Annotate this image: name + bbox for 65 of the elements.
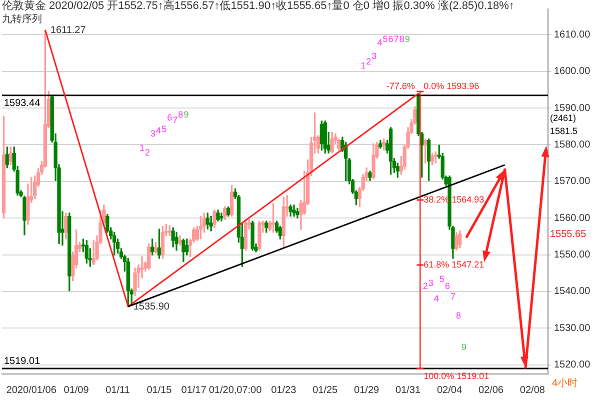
y-tick-label: 1520.00 xyxy=(554,360,591,371)
annotation: 7 xyxy=(450,291,456,302)
x-tick-label: 01/25 xyxy=(312,384,338,396)
x-tick-label: 02/08 xyxy=(520,384,546,396)
annotation: 4 xyxy=(377,38,382,48)
annotation: 7 xyxy=(172,114,178,125)
annotation: 8 xyxy=(178,110,184,120)
annotation: 61.8% 1547.21 xyxy=(424,259,484,270)
annotation: 1535.90 xyxy=(133,301,170,312)
x-tick-label: 01/31 xyxy=(396,384,421,396)
annotation: 6 xyxy=(444,280,450,291)
annotation: 2 xyxy=(366,56,372,67)
y-tick-label: 1580.00 xyxy=(554,139,591,150)
x-tick-label: 2020/01/06 xyxy=(6,384,57,396)
text: 九转序列 xyxy=(2,14,42,26)
annotation: 6 xyxy=(388,34,394,44)
annotation: 8 xyxy=(456,310,462,321)
candlestick xyxy=(209,216,213,232)
annotation: 5 xyxy=(382,34,388,44)
annotation: 2 xyxy=(144,148,150,158)
x-tick-label: 01/09 xyxy=(64,384,90,396)
x-tick-label: 02/04 xyxy=(436,384,462,396)
annotation: 8 xyxy=(399,34,404,44)
annotation: 5 xyxy=(439,274,444,284)
text: 4小时 xyxy=(552,376,578,389)
text: (2461) xyxy=(550,112,576,123)
y-tick-label: 1550.00 xyxy=(554,250,591,261)
annotation: 9 xyxy=(404,34,410,44)
annotation: 3 xyxy=(150,128,156,139)
ref-line-label: 1519.01 xyxy=(4,356,41,368)
ref-line-label: 1593.44 xyxy=(4,98,41,110)
y-tick-label: 1560.00 xyxy=(554,212,591,224)
annotation: 100.0% 1519.01 xyxy=(424,370,490,381)
x-tick-label: 02/06 xyxy=(478,384,504,396)
annotation: 0.0% 1593.96 xyxy=(424,81,480,92)
annotation: 1 xyxy=(139,142,144,153)
annotation: 5 xyxy=(162,124,167,134)
text: 1555.65 xyxy=(550,228,587,240)
annotation: 3 xyxy=(372,51,377,62)
y-tick-label: 1610.00 xyxy=(554,29,591,40)
x-tick-label: 01/17 xyxy=(181,384,207,396)
annotation: 3 xyxy=(428,278,434,288)
y-tick-label: 1530.00 xyxy=(554,322,591,334)
y-tick-label: 1600.00 xyxy=(554,66,591,78)
x-tick-label: 01/11 xyxy=(106,384,130,396)
text: 1581.5 xyxy=(550,126,578,136)
annotation: -77.6% xyxy=(386,81,415,92)
annotation: 6 xyxy=(167,112,172,122)
y-tick-label: 1570.00 xyxy=(554,176,591,188)
annotation: 1 xyxy=(360,60,366,71)
x-tick-label: 01/20,07:00 xyxy=(208,384,262,396)
annotation: 4 xyxy=(434,293,439,304)
annotation: 7 xyxy=(394,34,399,44)
annotation: 1611.27 xyxy=(50,24,86,36)
annotation: 9 xyxy=(462,342,467,352)
annotation: 4 xyxy=(156,126,162,136)
y-tick-label: 1540.00 xyxy=(554,286,591,298)
y-tick-label: 1590.00 xyxy=(554,102,591,114)
candlestick xyxy=(220,212,224,222)
x-tick-label: 01/29 xyxy=(354,384,380,396)
x-tick-label: 01/23 xyxy=(271,384,297,396)
annotation: 9 xyxy=(184,110,189,120)
chart-title: 伦敦黄金 2020/02/05 开1552.75↑高1556.57↑低1551.90↑收1555.65↑量0 仓0 增0 振0.30% 涨(2.85)0.18%↑ xyxy=(2,0,514,13)
annotation: 2 xyxy=(422,280,428,291)
x-tick-label: 01/15 xyxy=(146,384,172,396)
